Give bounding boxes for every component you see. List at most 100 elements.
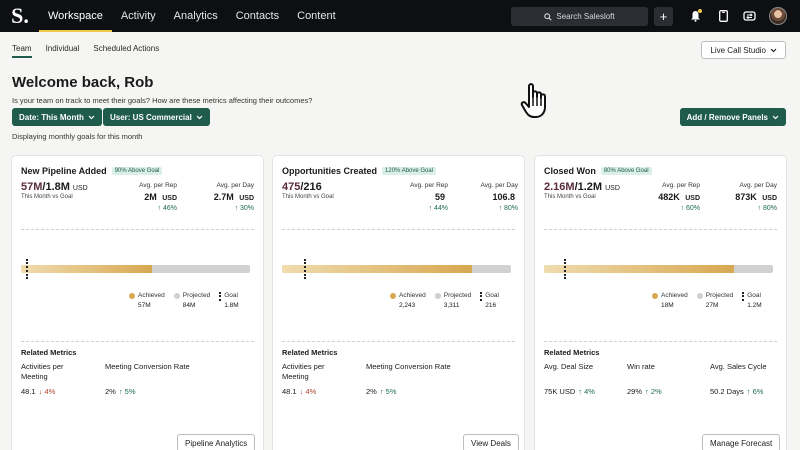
manage-forecast-button[interactable]: Manage Forecast — [702, 434, 781, 450]
value-unit: USD — [72, 185, 88, 192]
notification-dot — [698, 9, 702, 13]
user-avatar[interactable] — [769, 7, 787, 25]
chevron-down-icon — [770, 48, 777, 52]
nav-tab-workspace[interactable]: Workspace — [39, 0, 112, 32]
card-title: New Pipeline Added — [21, 166, 107, 176]
date-filter-button[interactable]: Date: This Month — [12, 108, 102, 126]
divider — [282, 341, 515, 342]
main-nav-tabs: Workspace Activity Analytics Contacts Co… — [39, 0, 345, 32]
avg-per-rep-change: ↑ 46% — [157, 205, 177, 212]
page-title: Welcome back, Rob — [12, 74, 154, 91]
legend-goal-label: Goal — [485, 292, 499, 299]
progress-bar-fill — [544, 265, 735, 273]
avg-per-day-value: 2.7M — [213, 192, 234, 202]
metric-label: Avg. Sales Cycle — [710, 362, 767, 371]
achieved-dot — [652, 293, 658, 299]
avg-per-day-label: Avg. per Day — [739, 182, 777, 189]
avg-per-rep-value: 2M — [144, 192, 157, 202]
metric-value: 48.1 — [21, 387, 36, 396]
legend-projected-value: 84M — [182, 302, 196, 309]
progress-bar — [21, 265, 250, 273]
chevron-down-icon — [196, 115, 203, 119]
metric-change: ↑ 5% — [379, 387, 397, 396]
achieved-value: 475 — [282, 181, 301, 193]
pipeline-analytics-button[interactable]: Pipeline Analytics — [177, 434, 256, 450]
metric-activities-per-meeting: Activities per Meeting 48.1 ↓ 4% — [282, 362, 352, 396]
primary-value: 57M/1.8M USD — [21, 181, 88, 193]
avg-per-rep: Avg. per Rep 482K USD ↑ 60% — [650, 182, 700, 212]
avg-per-day: Avg. per Day 2.7M USD ↑ 30% — [194, 182, 254, 212]
divider — [21, 341, 254, 342]
date-filter-label: Date: This Month — [19, 112, 84, 122]
card-header: Closed Won 80% Above Goal — [544, 166, 652, 176]
legend-goal-value: 1.2M — [747, 302, 762, 309]
goal-marker — [304, 259, 306, 279]
tab-individual[interactable]: Individual — [45, 44, 80, 53]
avg-per-day-value: 873K — [735, 192, 757, 202]
metric-avg-deal-size: Avg. Deal Size 75K USD ↑ 4% — [544, 362, 619, 396]
nav-tab-contacts[interactable]: Contacts — [235, 10, 280, 22]
divider — [21, 229, 254, 230]
legend-achieved-value: 18M — [661, 302, 674, 309]
search-icon — [544, 12, 552, 21]
progress-bar-fill — [21, 265, 152, 273]
metric-meeting-conversion-rate: Meeting Conversion Rate 2% ↑ 5% — [366, 362, 456, 396]
divider — [282, 229, 515, 230]
legend-achieved-label: Achieved — [661, 292, 688, 299]
metric-activities-per-meeting: Activities per Meeting 48.1 ↓ 4% — [21, 362, 91, 396]
nav-tab-analytics[interactable]: Analytics — [173, 10, 218, 22]
search-input[interactable]: Search Salesloft — [511, 7, 648, 26]
achieved-dot — [129, 293, 135, 299]
legend-projected-value: 27M — [705, 302, 719, 309]
legend-goal-value: 216 — [485, 302, 497, 309]
live-call-studio-button[interactable]: Live Call Studio — [701, 41, 786, 59]
metric-avg-sales-cycle: Avg. Sales Cycle 50.2 Days ↑ 6% — [710, 362, 785, 396]
nav-tab-activity[interactable]: Activity — [120, 10, 156, 22]
avg-per-rep-change: ↑ 60% — [680, 205, 700, 212]
metric-change: ↓ 4% — [38, 387, 56, 396]
phone-icon[interactable] — [716, 9, 730, 23]
metric-label: Meeting Conversion Rate — [105, 362, 190, 371]
primary-value: 2.16M/1.2M USD — [544, 181, 620, 193]
legend-achieved-value: 57M — [138, 302, 151, 309]
progress-legend: Achieved 2,243 Projected 3,311 Goal 216 — [390, 292, 499, 309]
avg-per-day-value: 106.8 — [492, 192, 515, 202]
achieved-value: 57M — [21, 181, 43, 193]
divider — [544, 229, 777, 230]
swap-icon[interactable] — [742, 9, 756, 23]
salesloft-logo[interactable]: S. — [11, 3, 29, 28]
legend-projected: Projected 27M — [696, 292, 733, 309]
user-filter-button[interactable]: User: US Commercial — [103, 108, 210, 126]
metric-label: Activities per Meeting — [282, 362, 325, 381]
value-unit: USD — [605, 185, 620, 192]
tab-scheduled-actions[interactable]: Scheduled Actions — [93, 44, 160, 53]
metric-value: 2% — [366, 387, 377, 396]
legend-projected: Projected 84M — [173, 292, 210, 309]
avg-per-day-change: ↑ 80% — [757, 205, 777, 212]
metric-change: ↑ 4% — [578, 387, 595, 396]
avg-per-day: Avg. per Day 873K USD ↑ 80% — [717, 182, 777, 212]
avg-per-rep: Avg. per Rep 59 ↑ 44% — [398, 182, 448, 212]
goal-dots — [480, 292, 483, 301]
add-remove-panels-button[interactable]: Add / Remove Panels — [679, 108, 786, 126]
tab-team[interactable]: Team — [12, 44, 32, 58]
metric-label: Win rate — [627, 362, 655, 371]
bell-icon[interactable] — [688, 9, 702, 23]
page-subtitle: Is your team on track to meet their goal… — [12, 96, 313, 105]
metric-change: ↑ 6% — [746, 387, 764, 396]
metric-win-rate: Win rate 29% ↑ 2% — [627, 362, 687, 396]
avg-per-day-label: Avg. per Day — [216, 182, 254, 189]
nav-tab-content[interactable]: Content — [297, 10, 336, 22]
view-deals-button[interactable]: View Deals — [463, 434, 519, 450]
avg-per-rep-change: ↑ 44% — [428, 205, 448, 212]
legend-achieved: Achieved 2,243 — [390, 292, 426, 309]
create-button[interactable]: + — [654, 7, 673, 26]
vs-goal-caption: This Month vs Goal — [544, 194, 596, 200]
metric-value: 48.1 — [282, 387, 297, 396]
add-remove-panels-label: Add / Remove Panels — [686, 112, 768, 122]
avg-per-day: Avg. per Day 106.8 ↑ 80% — [458, 182, 518, 212]
divider — [544, 341, 777, 342]
goal-dots — [742, 292, 745, 301]
goal-dots — [219, 292, 222, 301]
card-header: Opportunities Created 120% Above Goal — [282, 166, 437, 176]
